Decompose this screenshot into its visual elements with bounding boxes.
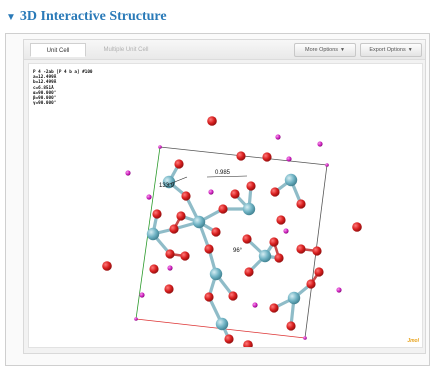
viewer-toolbar: Unit Cell Multiple Unit Cell More Option… bbox=[24, 40, 425, 60]
more-options-label: More Options bbox=[305, 47, 339, 53]
unit-cell-outline bbox=[135, 146, 328, 339]
hydrogen-atom[interactable] bbox=[336, 287, 342, 293]
silicon-atom[interactable] bbox=[242, 202, 256, 216]
oxygen-atom[interactable] bbox=[243, 340, 253, 348]
oxygen-atom[interactable] bbox=[312, 246, 322, 256]
cell-c-line: c=6.851Å bbox=[33, 85, 54, 91]
silicon-atom[interactable] bbox=[284, 173, 298, 187]
jmol-logo: Jmol bbox=[407, 338, 419, 344]
more-options-button[interactable]: More Options ▼ bbox=[294, 43, 356, 57]
silicon-atom[interactable] bbox=[215, 317, 229, 331]
oxygen-atom[interactable] bbox=[246, 181, 256, 191]
unit-cell-info: P 4 -2ab [P 4 b a] #100 a=12.499Å b=12.4… bbox=[33, 70, 93, 106]
oxygen-atom[interactable] bbox=[165, 249, 175, 259]
angle-label-2: 96° bbox=[233, 248, 243, 254]
measurement-labels: 133.9 0.985 96° bbox=[159, 170, 248, 254]
oxygen-atom[interactable] bbox=[181, 191, 191, 201]
caret-down-icon: ▼ bbox=[340, 47, 345, 53]
hydrogen-atom[interactable] bbox=[275, 134, 281, 140]
silicon-atom[interactable] bbox=[146, 227, 160, 241]
distance-label: 0.985 bbox=[215, 170, 231, 176]
oxygen-atom[interactable] bbox=[164, 284, 174, 294]
export-options-button[interactable]: Export Options ▼ bbox=[360, 43, 422, 57]
oxygen-atom[interactable] bbox=[306, 279, 316, 289]
hydrogen-atom[interactable] bbox=[208, 189, 214, 195]
space-group-line: P 4 -2ab [P 4 b a] #100 bbox=[33, 70, 93, 75]
oxygen-atom[interactable] bbox=[169, 224, 179, 234]
cell-alpha-line: α=90.000° bbox=[33, 90, 57, 96]
cell-corner-marker[interactable] bbox=[303, 336, 307, 340]
oxygen-atom[interactable] bbox=[269, 303, 279, 313]
oxygen-atom[interactable] bbox=[176, 211, 186, 221]
oxygen-atom[interactable] bbox=[174, 159, 184, 169]
silicon-atom[interactable] bbox=[162, 175, 176, 189]
cell-beta-line: β=90.000° bbox=[33, 96, 57, 102]
hydrogen-atom[interactable] bbox=[139, 292, 145, 298]
oxygen-atom[interactable] bbox=[204, 292, 214, 302]
oxygen-atom[interactable] bbox=[228, 291, 238, 301]
hydrogen-atom[interactable] bbox=[167, 265, 173, 271]
angle-label-1: 133.9 bbox=[159, 183, 175, 189]
oxygen-atom[interactable] bbox=[274, 253, 284, 263]
oxygen-atom[interactable] bbox=[276, 215, 286, 225]
hydrogen-atom[interactable] bbox=[283, 228, 289, 234]
oxygen-atom[interactable] bbox=[242, 234, 252, 244]
measurement-line-distance bbox=[206, 175, 248, 178]
molecule-viewer-canvas[interactable]: 133.9 0.985 96° P 4 -2ab [P 4 b a] #100 … bbox=[28, 63, 423, 348]
oxygen-atom[interactable] bbox=[152, 209, 162, 219]
silicon-atom[interactable] bbox=[209, 267, 223, 281]
silicon-atom[interactable] bbox=[258, 249, 272, 263]
cell-corner-marker[interactable] bbox=[325, 163, 329, 167]
oxygen-atom[interactable] bbox=[224, 334, 234, 344]
hydrogen-atom[interactable] bbox=[286, 156, 292, 162]
oxygen-atom[interactable] bbox=[230, 189, 240, 199]
cell-corner-marker[interactable] bbox=[158, 145, 162, 149]
hydrogen-atom[interactable] bbox=[317, 141, 323, 147]
molecule-scene[interactable]: 133.9 0.985 96° bbox=[29, 64, 423, 348]
export-options-label: Export Options bbox=[369, 47, 406, 53]
tab-multiple-unit-cell[interactable]: Multiple Unit Cell bbox=[103, 47, 149, 53]
viewer-panel: Unit Cell Multiple Unit Cell More Option… bbox=[23, 39, 426, 354]
hydrogen-atom[interactable] bbox=[125, 170, 131, 176]
cell-corner-marker[interactable] bbox=[134, 317, 138, 321]
section-title[interactable]: ▼ 3D Interactive Structure bbox=[6, 9, 167, 25]
oxygen-atom[interactable] bbox=[296, 244, 306, 254]
oxygen-atom[interactable] bbox=[236, 151, 246, 161]
oxygen-atom[interactable] bbox=[296, 199, 306, 209]
silicon-atom[interactable] bbox=[192, 215, 206, 229]
measurement-line-angle-1 bbox=[166, 176, 188, 186]
cell-b-line: b=12.499Å bbox=[33, 80, 57, 86]
hydrogen-atom[interactable] bbox=[146, 194, 152, 200]
caret-down-icon: ▼ bbox=[407, 47, 413, 53]
oxygen-atom[interactable] bbox=[207, 116, 217, 126]
silicon-atom[interactable] bbox=[287, 291, 301, 305]
oxygen-atom[interactable] bbox=[270, 187, 280, 197]
section-title-text: 3D Interactive Structure bbox=[19, 9, 167, 24]
oxygen-atom[interactable] bbox=[211, 227, 221, 237]
oxygen-atom[interactable] bbox=[180, 251, 190, 261]
cell-a-line: a=12.499Å bbox=[33, 75, 57, 81]
hydrogen-atom[interactable] bbox=[252, 302, 258, 308]
oxygen-atom[interactable] bbox=[269, 237, 279, 247]
cell-gamma-line: γ=90.000° bbox=[33, 101, 57, 107]
oxygen-atom[interactable] bbox=[204, 244, 214, 254]
oxygen-atom[interactable] bbox=[149, 264, 159, 274]
collapse-bullet-icon[interactable]: ▼ bbox=[6, 11, 16, 23]
oxygen-atom[interactable] bbox=[102, 261, 112, 271]
oxygen-atom[interactable] bbox=[352, 222, 362, 232]
oxygen-atom[interactable] bbox=[218, 204, 228, 214]
atoms-group bbox=[102, 116, 362, 348]
oxygen-atom[interactable] bbox=[314, 267, 324, 277]
oxygen-atom[interactable] bbox=[286, 321, 296, 331]
oxygen-atom[interactable] bbox=[244, 267, 254, 277]
oxygen-atom[interactable] bbox=[262, 152, 272, 162]
tab-unit-cell[interactable]: Unit Cell bbox=[30, 43, 86, 57]
